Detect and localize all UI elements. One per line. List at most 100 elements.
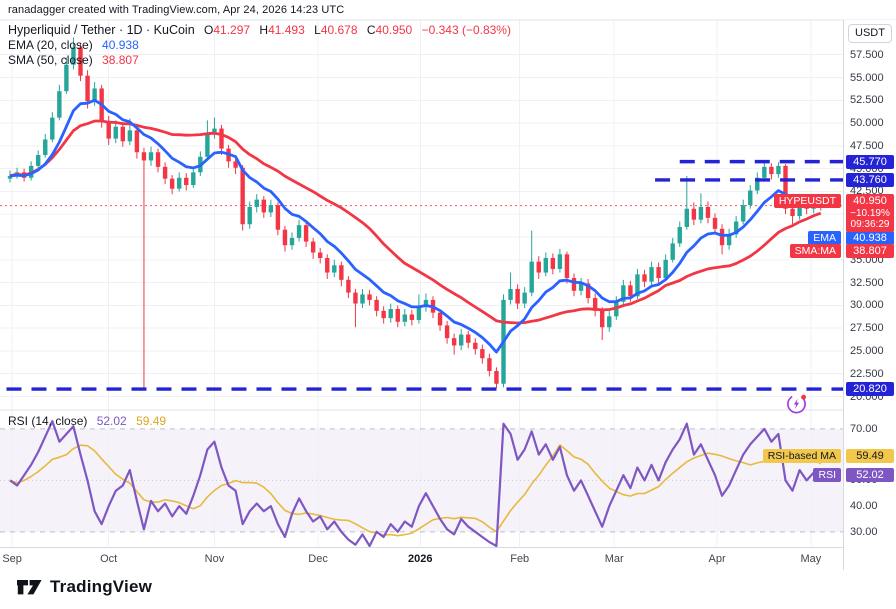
rsi-value-badge: 52.02 <box>846 468 894 483</box>
candle-body <box>50 117 55 140</box>
axis-tick-label: 22.500 <box>850 367 884 380</box>
sma-50-line <box>9 119 822 325</box>
ema-value: 40.938 <box>102 38 139 52</box>
candle-body <box>120 126 125 142</box>
candle-body <box>177 177 182 189</box>
candle-body <box>43 139 48 155</box>
open-label: O <box>204 23 214 37</box>
candle-body <box>318 252 323 258</box>
time-axis-label: Dec <box>308 553 328 565</box>
candle-body <box>402 314 407 322</box>
candle-body <box>437 312 443 326</box>
candle-body <box>289 237 295 246</box>
low-value: 40.678 <box>320 23 358 37</box>
candle-body <box>247 206 252 225</box>
sma-legend-row[interactable]: SMA (50, close) 38.807 <box>8 53 511 67</box>
candle-body <box>240 167 245 225</box>
candle-body <box>543 257 548 273</box>
candle-body <box>451 338 457 346</box>
candle-body <box>487 358 492 371</box>
chart-canvas[interactable] <box>0 0 896 570</box>
candle-body <box>85 75 90 102</box>
time-axis-label: Mar <box>604 553 624 565</box>
symbol-legend-row[interactable]: Hyperliquid / Tether · 1D · KuCoin O41.2… <box>8 23 511 37</box>
change-value: −0.343 (−0.83%) <box>421 23 511 37</box>
rsi-label: RSI (14, close) <box>8 414 88 428</box>
rsi-ma-name-badge: RSI-based MA <box>762 448 841 463</box>
candle-body <box>205 133 210 157</box>
time-axis-label: Apr <box>708 553 726 565</box>
candle-body <box>529 261 534 293</box>
candle-body <box>296 225 302 238</box>
candle-body <box>64 64 69 92</box>
axis-tick-label: 27.500 <box>850 322 884 335</box>
currency-toggle-button[interactable]: USDT <box>848 24 892 43</box>
time-axis-label: Nov <box>204 553 225 565</box>
rsi-ma-value: 59.49 <box>136 414 167 428</box>
sma-name-badge: SMA:MA <box>789 244 841 258</box>
candle-body <box>374 299 379 311</box>
candle-body <box>607 316 612 328</box>
candle-body <box>113 126 118 139</box>
candle-body <box>748 190 753 206</box>
time-axis-label: 2026 <box>408 553 433 565</box>
sma-value-badge: 38.807 <box>846 244 894 258</box>
ema-value-badge: 40.938 <box>846 231 894 245</box>
ema-legend-row[interactable]: EMA (20, close) 40.938 <box>8 38 511 52</box>
candle-body <box>578 283 584 291</box>
close-label: C <box>366 23 376 37</box>
chart-legend[interactable]: Hyperliquid / Tether · 1D · KuCoin O41.2… <box>8 23 511 68</box>
candle-body <box>635 274 640 297</box>
time-axis-label: Oct <box>100 553 118 565</box>
axis-tick-label: 25.000 <box>850 344 884 357</box>
candle-body <box>550 257 556 269</box>
candle-body <box>261 199 266 213</box>
rsi-ma-value-badge: 59.49 <box>846 448 894 463</box>
symbol-title[interactable]: Hyperliquid / Tether · 1D · KuCoin <box>8 23 195 37</box>
candle-body <box>592 298 598 311</box>
candle-body <box>282 229 288 246</box>
candle-body <box>656 267 661 279</box>
candle-body <box>325 257 330 273</box>
candle-body <box>642 274 647 282</box>
candle-body <box>71 47 76 65</box>
time-axis[interactable]: Sep Oct Nov Dec 2026 Feb Mar Apr May <box>0 547 896 571</box>
badge-price: 40.950 <box>853 194 887 207</box>
ema-label: EMA (20, close) <box>8 38 93 52</box>
candle-body <box>36 154 41 166</box>
candle-body <box>797 203 802 217</box>
candle-body <box>233 161 238 168</box>
candle-body <box>310 241 316 253</box>
candle-body <box>741 205 746 222</box>
candle-body <box>663 259 668 279</box>
price-axis[interactable]: USDT 57.500 55.000 52.500 50.000 47.500 45.00… <box>843 20 896 570</box>
candle-body <box>191 172 196 186</box>
candle-body <box>381 310 386 319</box>
candle-body <box>769 166 774 175</box>
candle-body <box>219 128 224 149</box>
quick-trade-lightning-button[interactable] <box>785 392 809 416</box>
candle-body <box>628 285 633 297</box>
candle-body <box>698 206 704 220</box>
tradingview-logo-text: TradingView <box>50 577 153 596</box>
ema-20-line <box>9 98 821 354</box>
candle-body <box>480 349 485 359</box>
candle-body <box>92 88 97 102</box>
candle-body <box>7 175 13 179</box>
candle-body <box>733 221 739 235</box>
candle-body <box>395 309 400 322</box>
axis-tick-label: 40.00 <box>850 500 878 513</box>
candle-body <box>155 152 161 167</box>
candle-body <box>600 310 605 328</box>
candle-body <box>473 342 478 350</box>
tradingview-logo[interactable]: TradingView <box>16 577 152 597</box>
candle-body <box>367 294 372 300</box>
badge-countdown: 09:36:29 <box>850 218 890 230</box>
tradingview-logo-icon <box>17 580 42 595</box>
candle-body <box>726 234 732 246</box>
time-axis-label: Feb <box>510 553 530 565</box>
rsi-legend[interactable]: RSI (14, close) 52.02 59.49 <box>8 414 166 428</box>
candle-body <box>141 152 147 161</box>
close-value: 40.950 <box>375 23 413 37</box>
candle-body <box>303 225 309 242</box>
